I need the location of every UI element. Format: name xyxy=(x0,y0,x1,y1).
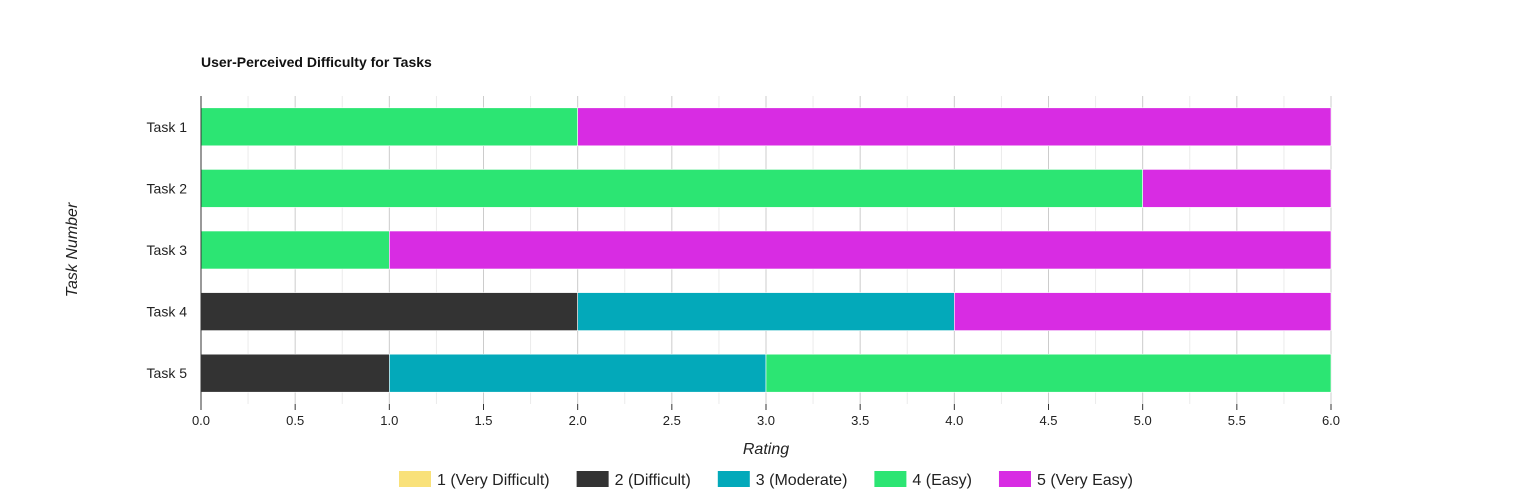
bar-segment xyxy=(389,353,767,393)
legend-item[interactable]: 4 (Easy) xyxy=(874,471,972,489)
y-tick-label: Task 1 xyxy=(147,119,188,135)
bar-segment xyxy=(577,107,1332,147)
x-tick-label: 3.5 xyxy=(851,413,869,428)
legend-swatch xyxy=(399,471,431,487)
x-tick-label: 4.5 xyxy=(1039,413,1057,428)
bar-segment xyxy=(765,353,1332,393)
legend-item[interactable]: 5 (Very Easy) xyxy=(998,471,1133,489)
bar-segment xyxy=(200,353,390,393)
bar-segment xyxy=(200,107,578,147)
y-tick-label: Task 2 xyxy=(147,180,188,196)
bars xyxy=(200,107,1332,393)
x-tick-label: 0.0 xyxy=(192,413,210,428)
y-tick-label: Task 4 xyxy=(147,304,188,320)
y-axis-labels: Task 1 Task 2 Task 3 Task 4 Task 5 xyxy=(147,119,188,381)
legend-item[interactable]: 2 (Difficult) xyxy=(576,471,691,489)
x-tick-label: 4.0 xyxy=(945,413,963,428)
bar-segment xyxy=(577,292,955,331)
x-tick-label: 5.5 xyxy=(1228,413,1246,428)
bar-segment xyxy=(200,230,390,270)
x-tick-label: 2.0 xyxy=(569,413,587,428)
bar-segment xyxy=(200,292,578,331)
legend-swatch xyxy=(717,471,750,487)
legend-swatch xyxy=(998,471,1031,487)
x-tick-label: 1.0 xyxy=(380,413,398,428)
bar-segment xyxy=(200,169,1143,208)
x-axis-title: Rating xyxy=(743,441,789,458)
legend-label: 4 (Easy) xyxy=(912,472,972,489)
x-tick-label: 1.5 xyxy=(474,413,492,428)
x-tick-label: 2.5 xyxy=(663,413,681,428)
legend-swatch xyxy=(576,471,609,487)
chart-title: User-Perceived Difficulty for Tasks xyxy=(201,54,432,70)
legend-item[interactable]: 3 (Moderate) xyxy=(717,471,848,489)
bar-segment xyxy=(954,292,1332,331)
y-tick-label: Task 5 xyxy=(147,365,188,381)
bar-segment xyxy=(389,230,1332,270)
legend-label: 1 (Very Difficult) xyxy=(437,472,550,489)
x-tick-label: 0.5 xyxy=(286,413,304,428)
legend-label: 2 (Difficult) xyxy=(615,472,691,489)
y-axis-title: Task Number xyxy=(64,202,81,297)
legend-item[interactable]: 1 (Very Difficult) xyxy=(399,471,550,489)
legend-label: 3 (Moderate) xyxy=(756,472,848,489)
legend-label: 5 (Very Easy) xyxy=(1037,472,1133,489)
legend-swatch xyxy=(874,471,907,487)
x-tick-label: 6.0 xyxy=(1322,413,1340,428)
legend: 1 (Very Difficult) 2 (Difficult) 3 (Modera… xyxy=(399,471,1133,489)
x-tick-label: 3.0 xyxy=(757,413,775,428)
x-tick-label: 5.0 xyxy=(1134,413,1152,428)
x-axis-ticks: 0.0 0.5 1.0 1.5 2.0 2.5 3.0 3.5 4.0 4.5 5.0 5.5 6.0 xyxy=(192,404,1340,428)
bar-segment xyxy=(1142,169,1332,208)
y-tick-label: Task 3 xyxy=(147,242,188,258)
